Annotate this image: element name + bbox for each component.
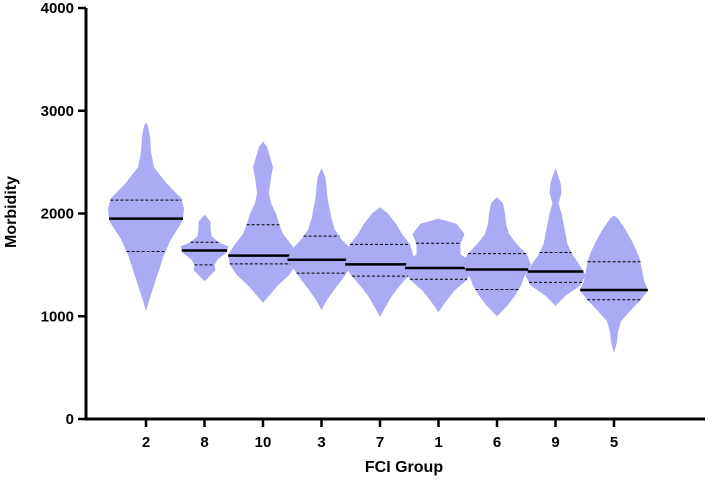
y-tick-label-1000: 1000 (41, 308, 74, 325)
violin-2 (108, 122, 184, 312)
violin-6 (463, 197, 531, 317)
violin-9 (525, 168, 586, 306)
violin-7 (345, 207, 415, 318)
y-tick-label-4000: 4000 (41, 0, 74, 17)
x-tick-label-3: 3 (317, 434, 325, 451)
y-tick-label-0: 0 (66, 411, 74, 428)
violin-10 (228, 141, 298, 303)
x-axis: 2 8 10 3 7 1 6 9 5 (84, 417, 705, 451)
violin-5 (580, 215, 648, 354)
x-tick-label-8: 8 (200, 434, 208, 451)
x-tick-label-1: 1 (434, 434, 442, 451)
violin-3 (287, 168, 356, 311)
x-axis-title: FCI Group (365, 459, 443, 476)
x-tick-label-6: 6 (493, 434, 501, 451)
x-tick-label-7: 7 (376, 434, 384, 451)
x-tick-label-10: 10 (255, 434, 272, 451)
x-tick-label-9: 9 (551, 434, 559, 451)
violin-1 (404, 218, 473, 313)
x-tick-label-2: 2 (142, 434, 150, 451)
x-tick-label-5: 5 (610, 434, 618, 451)
y-tick-label-2000: 2000 (41, 206, 74, 223)
y-tick-label-3000: 3000 (41, 103, 74, 120)
violins-layer (108, 122, 648, 354)
y-axis-title: Morbidity (3, 176, 20, 248)
y-axis: 0 1000 2000 3000 4000 (41, 0, 88, 428)
violin-8 (180, 214, 229, 282)
